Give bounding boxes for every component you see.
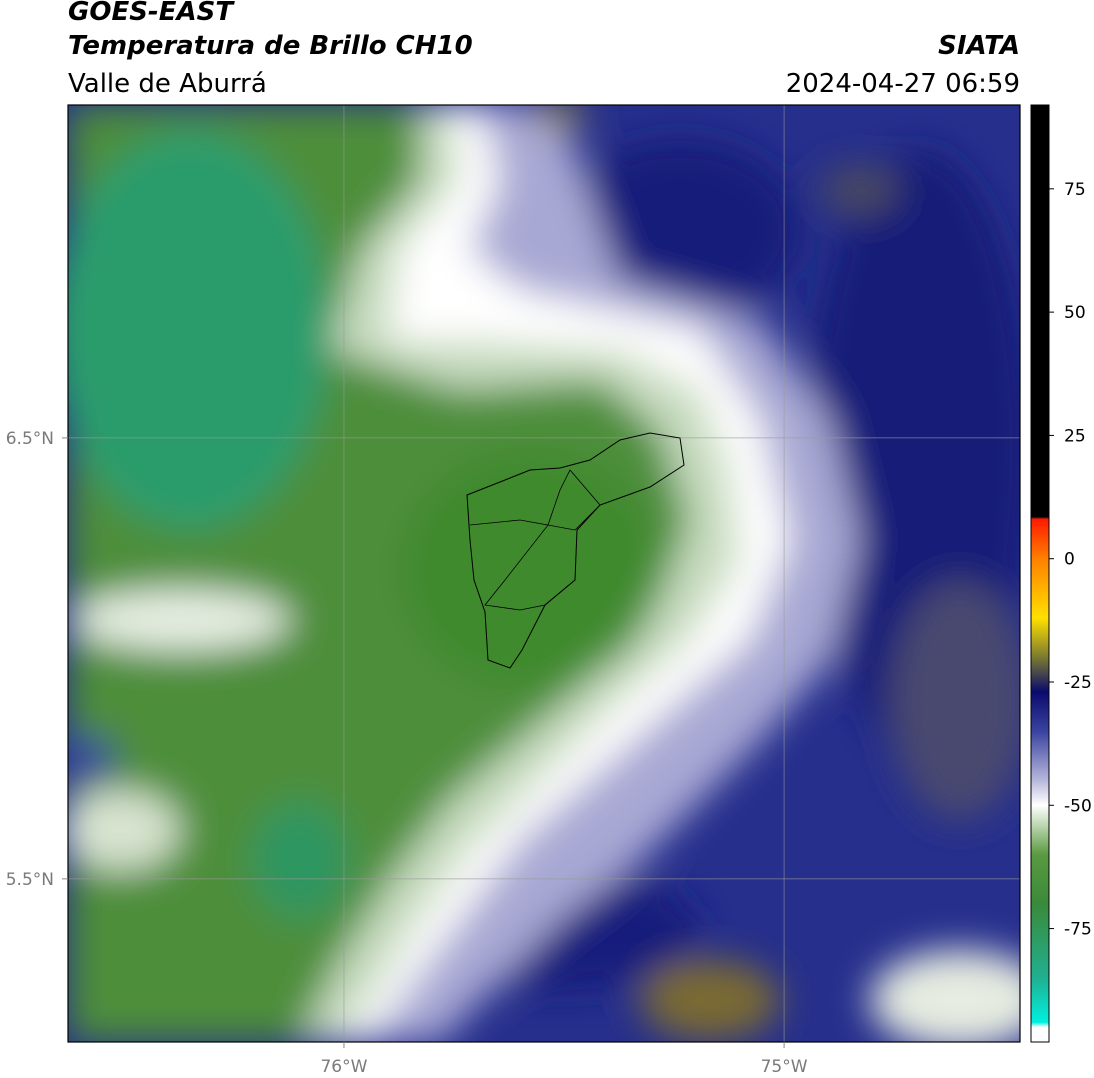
satellite-image bbox=[68, 105, 1020, 1042]
timestamp: 2024-04-27 06:59 bbox=[786, 69, 1020, 99]
colorbar-tick-label: 25 bbox=[1064, 426, 1086, 446]
graticule bbox=[68, 105, 1020, 1042]
colorbar-tick-label: -50 bbox=[1064, 796, 1092, 816]
colorbar-tick-label: 0 bbox=[1064, 550, 1075, 570]
subtitle: Temperatura de Brillo CH10 bbox=[68, 31, 473, 61]
colorbar: 75 50 25 0 -25 -50 -75 bbox=[1030, 104, 1092, 1043]
x-tick-label: 75°W bbox=[761, 1057, 808, 1077]
colorbar-ramp bbox=[1030, 104, 1050, 1043]
colorbar-tick-label: 50 bbox=[1064, 303, 1086, 323]
municipality-borders bbox=[469, 469, 601, 611]
y-tick-label: 5.5°N bbox=[6, 870, 54, 890]
title: GOES-EAST bbox=[68, 0, 235, 27]
source: SIATA bbox=[938, 31, 1020, 61]
colorbar-tick-label: 75 bbox=[1064, 180, 1086, 200]
region: Valle de Aburrá bbox=[68, 69, 267, 99]
y-tick-label: 6.5°N bbox=[6, 429, 54, 449]
colorbar-tick-label: -75 bbox=[1064, 920, 1092, 940]
colorbar-tick-label: -25 bbox=[1064, 673, 1092, 693]
map-frame bbox=[67, 104, 1021, 1043]
x-tick-label: 76°W bbox=[320, 1057, 367, 1077]
